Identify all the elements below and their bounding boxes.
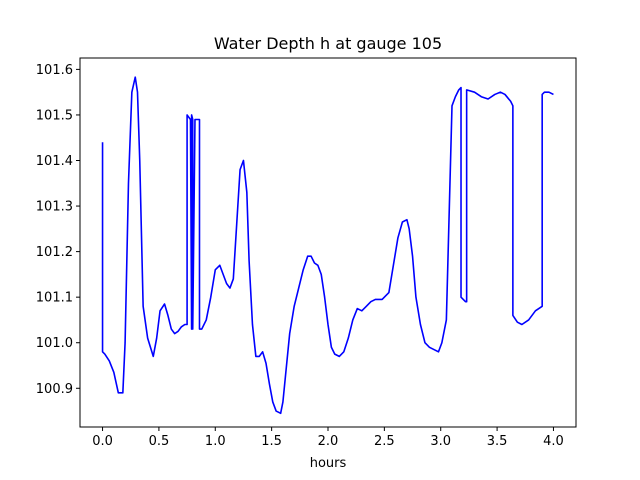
x-axis-label: hours bbox=[310, 456, 347, 471]
series-line-0 bbox=[101, 76, 554, 415]
x-axis: 0.0 0.5 1.0 1.5 2.0 2.5 3.0 3.5 4.0 bbox=[92, 427, 564, 449]
x-tick-label: 2.0 bbox=[318, 434, 339, 449]
y-tick-label: 100.9 bbox=[36, 382, 73, 397]
y-tick-label: 101.1 bbox=[36, 291, 73, 306]
y-tick-label: 101.5 bbox=[36, 108, 73, 123]
y-tick-label: 101.4 bbox=[36, 154, 73, 169]
y-tick-label: 101.3 bbox=[36, 200, 73, 215]
x-tick-label: 0.5 bbox=[149, 434, 170, 449]
x-tick-label: 3.0 bbox=[430, 434, 451, 449]
y-tick-label: 101.0 bbox=[36, 336, 73, 351]
y-axis: 100.9 101.0 101.1 101.2 101.3 101.4 101.5 101.6 bbox=[36, 63, 80, 397]
x-tick-label: 3.5 bbox=[487, 434, 508, 449]
series-group bbox=[101, 76, 554, 415]
y-tick-label: 101.2 bbox=[36, 245, 73, 260]
x-tick-label: 4.0 bbox=[543, 434, 564, 449]
chart-title: Water Depth h at gauge 105 bbox=[214, 34, 442, 53]
x-tick-label: 1.0 bbox=[205, 434, 226, 449]
x-tick-label: 1.5 bbox=[261, 434, 282, 449]
x-tick-label: 2.5 bbox=[374, 434, 395, 449]
y-tick-label: 101.6 bbox=[36, 63, 73, 78]
x-tick-label: 0.0 bbox=[92, 434, 113, 449]
